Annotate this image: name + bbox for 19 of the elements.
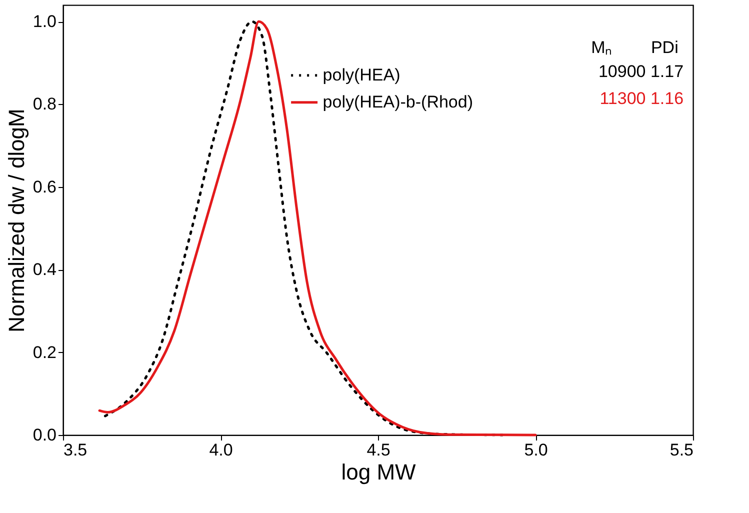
legend-label: poly(HEA) [322,65,400,84]
annotation: 10900 1.17 [598,62,684,81]
annotation: PDi [650,38,678,57]
x-tick-label: 4.0 [209,440,233,460]
annotation: 11300 1.16 [600,88,684,108]
x-tick-label: 4.5 [366,440,390,460]
y-tick-label: 1.0 [32,12,56,32]
y-tick-label: 0.8 [32,94,56,114]
x-tick-label: 5.5 [670,440,694,460]
x-axis-title: log MW [341,460,416,484]
y-tick-label: 0.4 [32,260,56,280]
legend-label: poly(HEA)-b-(Rhod) [322,92,474,112]
y-tick-label: 0.0 [32,426,56,444]
y-axis-title: Normalized dw / dlogM [4,108,29,332]
annotation: Mₙ [591,38,612,57]
x-tick-label: 5.0 [524,440,548,460]
y-tick-label: 0.2 [32,342,56,362]
y-tick-label: 0.6 [32,177,56,196]
x-tick-label: 3.5 [64,440,88,460]
